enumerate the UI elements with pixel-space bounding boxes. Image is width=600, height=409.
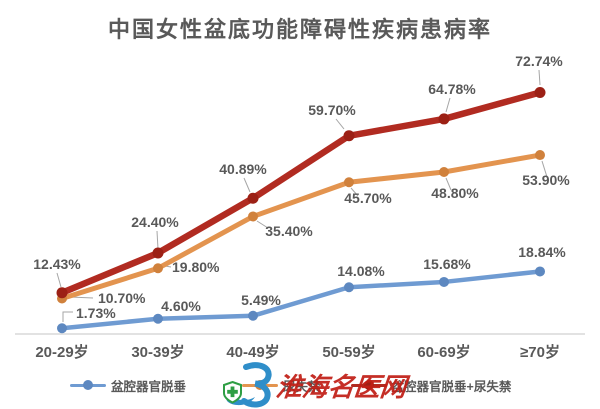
data-point-marker bbox=[153, 263, 163, 274]
data-label: 59.70% bbox=[308, 102, 356, 118]
data-point-marker bbox=[535, 266, 545, 277]
data-point-marker bbox=[248, 310, 258, 321]
x-axis-label: 50-59岁 bbox=[322, 343, 375, 361]
x-axis-labels: 20-29岁 30-39岁 40-49岁 50-59岁 60-69岁 ≥70岁 bbox=[35, 343, 560, 361]
data-point-marker bbox=[153, 313, 163, 324]
data-point-marker bbox=[534, 87, 546, 99]
data-label: 4.60% bbox=[161, 298, 201, 314]
data-point-marker bbox=[344, 282, 354, 293]
data-label: 15.68% bbox=[423, 256, 471, 272]
leader-line bbox=[56, 272, 62, 288]
data-label: 14.08% bbox=[337, 263, 385, 279]
leader-line bbox=[156, 230, 159, 250]
data-point-marker bbox=[438, 113, 450, 125]
series-line bbox=[59, 269, 543, 331]
leader-line bbox=[243, 177, 251, 193]
legend-label: 盆腔器官脱垂+尿失禁 bbox=[391, 379, 512, 394]
chart-legend: 盆腔器官脱垂 尿失禁 盆腔器官脱垂+尿失禁 bbox=[0, 372, 600, 398]
leader-line bbox=[445, 97, 451, 113]
data-point-marker bbox=[439, 276, 449, 287]
data-label: 48.80% bbox=[431, 185, 479, 201]
data-label: 1.73% bbox=[76, 305, 116, 321]
legend-label: 尿失禁 bbox=[283, 379, 321, 394]
data-point-marker bbox=[152, 247, 164, 259]
x-axis-label: ≥70岁 bbox=[520, 343, 560, 361]
series-盆腔器官脱垂+尿失禁 bbox=[56, 87, 546, 299]
x-axis-label: 40-49岁 bbox=[226, 343, 279, 361]
data-point-marker bbox=[248, 211, 258, 222]
data-label: 5.49% bbox=[241, 292, 281, 308]
leader-line bbox=[256, 220, 269, 229]
data-labels: 1.73% 4.60% 5.49% 14.08% 15.68% 18.84% 10.70% 1… bbox=[33, 53, 570, 321]
data-label: 40.89% bbox=[219, 161, 267, 177]
legend-label: 盆腔器官脱垂 bbox=[111, 379, 187, 394]
leader-line bbox=[445, 177, 452, 191]
legend-item-both: 盆腔器官脱垂+尿失禁 bbox=[350, 376, 512, 395]
x-axis-label: 20-29岁 bbox=[35, 343, 88, 361]
x-axis-label: 60-69岁 bbox=[417, 343, 470, 361]
blue-line-marker-icon bbox=[70, 379, 106, 391]
data-point-marker bbox=[247, 192, 259, 204]
data-label: 53.90% bbox=[522, 172, 570, 188]
data-point-marker bbox=[344, 177, 354, 188]
legend-item-incontinence: 尿失禁 bbox=[242, 376, 321, 395]
data-label: 35.40% bbox=[265, 223, 313, 239]
data-point-marker bbox=[535, 150, 545, 161]
data-label: 45.70% bbox=[344, 190, 392, 206]
legend-item-prolapse: 盆腔器官脱垂 bbox=[70, 376, 186, 395]
leader-line bbox=[538, 69, 541, 86]
data-label: 64.78% bbox=[428, 81, 476, 97]
leader-line bbox=[335, 118, 345, 130]
prevalence-line-chart: 1.73% 4.60% 5.49% 14.08% 15.68% 18.84% 10.70% 1… bbox=[15, 53, 585, 361]
data-point-marker bbox=[439, 166, 449, 177]
series-盆腔器官脱垂 bbox=[57, 266, 545, 334]
data-label: 19.80% bbox=[172, 259, 220, 275]
series-line bbox=[58, 89, 544, 296]
series-line bbox=[59, 152, 543, 301]
chart-title: 中国女性盆底功能障碍性疾病患病率 bbox=[107, 17, 492, 42]
leader-line bbox=[62, 311, 73, 322]
data-label: 18.84% bbox=[518, 244, 566, 260]
data-point-marker bbox=[57, 323, 67, 334]
orange-line-marker-icon bbox=[242, 379, 279, 391]
data-point-marker bbox=[343, 130, 355, 142]
leader-line bbox=[350, 187, 359, 197]
data-label: 12.43% bbox=[33, 256, 81, 272]
leader-line bbox=[541, 160, 548, 178]
data-label: 72.74% bbox=[515, 53, 563, 69]
darkred-line-marker-icon bbox=[350, 379, 387, 391]
data-point-marker bbox=[56, 287, 68, 299]
data-label: 24.40% bbox=[131, 214, 179, 230]
x-axis-label: 30-39岁 bbox=[131, 343, 184, 361]
data-label: 10.70% bbox=[98, 290, 146, 306]
